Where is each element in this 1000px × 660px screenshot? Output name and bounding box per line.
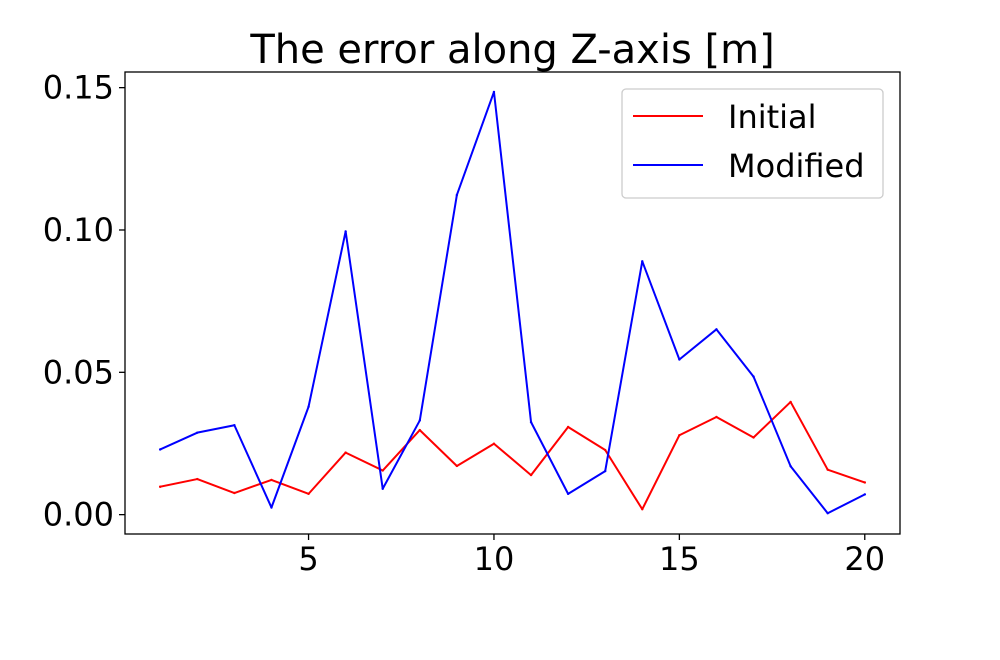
data-point-initial-10 <box>492 442 496 445</box>
data-point-initial-5 <box>307 492 310 496</box>
data-point-modified-20 <box>863 493 866 496</box>
data-point-modified-1 <box>159 448 162 451</box>
y-tick-label-0.00: 0.00 <box>43 496 114 534</box>
x-tick-label-5: 5 <box>298 540 318 578</box>
data-point-modified-10 <box>492 90 496 94</box>
data-point-initial-12 <box>566 425 570 429</box>
y-tick-label-0.05: 0.05 <box>43 353 114 391</box>
y-tick-label-0.15: 0.15 <box>43 69 114 107</box>
data-point-modified-16 <box>715 328 718 331</box>
data-point-initial-16 <box>715 415 718 419</box>
data-point-initial-14 <box>641 508 644 511</box>
chart-title: The error along Z-axis [m] <box>249 27 774 73</box>
data-point-modified-4 <box>270 506 273 509</box>
data-point-modified-8 <box>418 419 421 422</box>
series-line-initial <box>159 400 867 511</box>
data-point-initial-13 <box>604 448 607 452</box>
data-point-modified-2 <box>196 431 199 434</box>
data-point-modified-19 <box>826 512 829 515</box>
data-point-initial-11 <box>529 473 533 477</box>
data-point-modified-12 <box>566 492 570 496</box>
data-point-modified-11 <box>529 420 533 424</box>
data-point-modified-15 <box>678 358 681 361</box>
data-point-initial-6 <box>344 451 347 454</box>
legend-label-modified: Modified <box>728 147 865 185</box>
data-point-modified-5 <box>307 405 310 408</box>
data-point-modified-7 <box>381 487 384 490</box>
data-point-modified-9 <box>455 193 459 197</box>
data-point-modified-17 <box>752 375 755 378</box>
data-point-initial-19 <box>826 468 829 471</box>
y-tick-label-0.10: 0.10 <box>43 211 114 249</box>
x-tick-label-10: 10 <box>474 540 515 578</box>
data-point-initial-4 <box>270 478 273 482</box>
data-point-modified-14 <box>641 260 644 263</box>
series-layer <box>158 90 867 515</box>
series-initial <box>159 400 867 511</box>
x-tick-label-15: 15 <box>659 540 700 578</box>
data-point-initial-8 <box>418 428 421 432</box>
data-point-modified-13 <box>604 469 607 473</box>
data-point-initial-20 <box>863 481 866 484</box>
data-point-initial-18 <box>789 400 792 404</box>
series-line-modified <box>158 90 867 515</box>
data-point-modified-18 <box>789 465 792 468</box>
plot-frame <box>124 71 901 535</box>
data-point-initial-9 <box>455 464 459 468</box>
series-modified <box>158 90 867 515</box>
data-point-initial-2 <box>196 477 199 481</box>
axes-layer: 5 10 15 20 0.00 0.05 0.10 0.15 <box>43 69 901 578</box>
data-point-initial-1 <box>159 485 162 488</box>
data-point-initial-17 <box>752 436 755 439</box>
legend-label-initial: Initial <box>728 98 817 136</box>
data-point-initial-7 <box>381 469 384 472</box>
data-point-initial-3 <box>233 491 236 495</box>
data-point-modified-6 <box>344 230 347 233</box>
data-point-modified-3 <box>233 424 236 427</box>
legend: Initial Modified <box>621 88 884 199</box>
data-point-initial-15 <box>678 434 681 437</box>
x-tick-label-20: 20 <box>844 540 885 578</box>
